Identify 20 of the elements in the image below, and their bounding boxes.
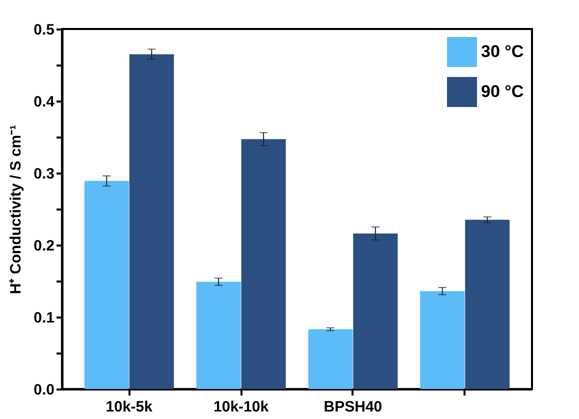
bar [308,329,353,389]
bar [196,282,241,389]
legend-label: 90 °C [481,82,524,101]
y-tick-label: 0.3 [34,166,54,182]
bar [420,291,465,389]
x-tick-label: 10k-5k [106,398,154,416]
bar [241,139,286,389]
y-axis-title: H⁺ Conductivity / S cm⁻¹ [8,124,25,294]
bar [353,233,398,389]
y-tick-label: 0.0 [34,382,54,398]
legend-label: 30 °C [481,42,524,61]
bar [84,180,129,389]
y-tick-label: 0.4 [34,94,56,110]
x-tick-label: BPSH40 [324,398,382,416]
y-tick-label: 0.5 [34,22,54,38]
bar [465,220,510,389]
bar [129,54,174,389]
y-tick-label: 0.1 [34,310,54,326]
y-tick-label: 0.2 [34,238,54,254]
x-tick-label: 10k-10k [214,398,270,416]
